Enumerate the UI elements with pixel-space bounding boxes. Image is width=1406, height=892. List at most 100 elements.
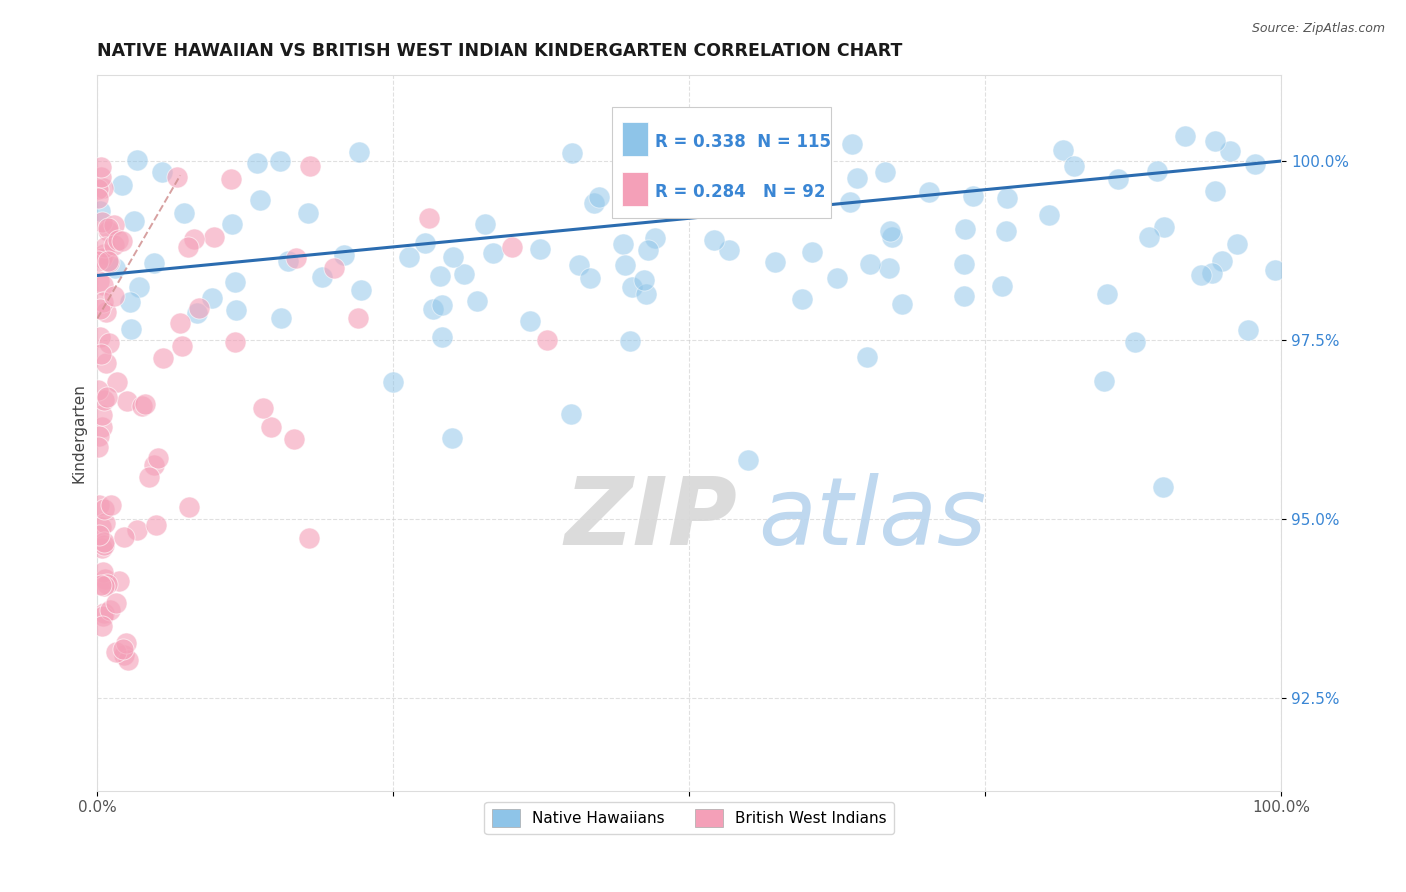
Point [98, 603, 121, 617]
Point [187, 301, 209, 315]
Point [740, 197, 762, 211]
Point [619, 334, 641, 348]
Point [1226, 237, 1249, 252]
Point [224, 275, 246, 289]
Point [1095, 286, 1118, 301]
Point [93, 535, 115, 549]
Point [841, 137, 863, 152]
Point [94, 357, 117, 371]
Point [97, 223, 120, 237]
Point [112, 530, 135, 544]
Point [994, 224, 1017, 238]
Point [1201, 267, 1223, 281]
Point [953, 289, 976, 303]
Point [790, 293, 813, 307]
Point [952, 257, 974, 271]
Point [382, 375, 405, 389]
Point [763, 255, 786, 269]
Point [93, 392, 115, 407]
Point [1152, 480, 1174, 494]
Point [90, 578, 112, 592]
Point [1211, 253, 1233, 268]
Point [103, 288, 125, 302]
Point [202, 230, 225, 244]
Point [536, 333, 558, 347]
Point [87, 384, 110, 398]
Point [224, 335, 246, 350]
Point [415, 235, 437, 250]
Point [90, 160, 112, 174]
Point [529, 242, 551, 256]
Point [953, 222, 976, 236]
Point [94, 240, 117, 254]
Point [96, 576, 118, 591]
Point [859, 257, 882, 271]
Point [346, 311, 368, 326]
Point [108, 574, 131, 588]
FancyBboxPatch shape [621, 121, 648, 156]
Point [333, 248, 356, 262]
Point [94, 572, 117, 586]
Point [91, 420, 114, 434]
Point [1174, 128, 1197, 143]
Point [579, 271, 602, 285]
Point [299, 159, 322, 173]
Point [91, 608, 114, 623]
Point [825, 271, 848, 285]
Point [1153, 219, 1175, 234]
Point [148, 450, 170, 465]
Point [706, 146, 728, 161]
Point [1146, 164, 1168, 178]
Point [1092, 374, 1115, 388]
Point [107, 233, 129, 247]
Point [560, 407, 582, 421]
Point [104, 261, 127, 276]
Point [432, 330, 454, 344]
Text: Source: ZipAtlas.com: Source: ZipAtlas.com [1251, 22, 1385, 36]
Point [877, 261, 900, 276]
Point [87, 191, 110, 205]
FancyBboxPatch shape [621, 172, 648, 206]
Point [98, 255, 121, 269]
Point [1244, 156, 1267, 170]
Point [103, 218, 125, 232]
Point [143, 256, 166, 270]
Point [93, 247, 115, 261]
Point [166, 169, 188, 184]
Point [350, 283, 373, 297]
Point [127, 523, 149, 537]
Point [89, 330, 111, 344]
Point [323, 261, 346, 276]
Point [637, 243, 659, 257]
Point [90, 520, 112, 534]
Point [120, 322, 142, 336]
Point [1038, 208, 1060, 222]
Point [298, 531, 321, 545]
Point [94, 516, 117, 530]
Point [612, 236, 634, 251]
Point [143, 458, 166, 473]
Point [93, 579, 115, 593]
Point [169, 316, 191, 330]
Point [879, 224, 901, 238]
Legend: Native Hawaiians, British West Indians: Native Hawaiians, British West Indians [485, 802, 894, 834]
Point [90, 215, 112, 229]
Point [441, 250, 464, 264]
Point [97, 253, 120, 268]
Point [1123, 334, 1146, 349]
Point [839, 195, 862, 210]
Point [482, 246, 505, 260]
Point [93, 538, 115, 552]
Point [686, 188, 709, 202]
Point [962, 189, 984, 203]
Text: atlas: atlas [758, 474, 986, 565]
Point [183, 232, 205, 246]
FancyBboxPatch shape [612, 107, 831, 219]
Point [97, 335, 120, 350]
Point [918, 185, 941, 199]
Point [89, 274, 111, 288]
Point [93, 502, 115, 516]
Point [94, 305, 117, 319]
Point [800, 245, 823, 260]
Point [1204, 134, 1226, 148]
